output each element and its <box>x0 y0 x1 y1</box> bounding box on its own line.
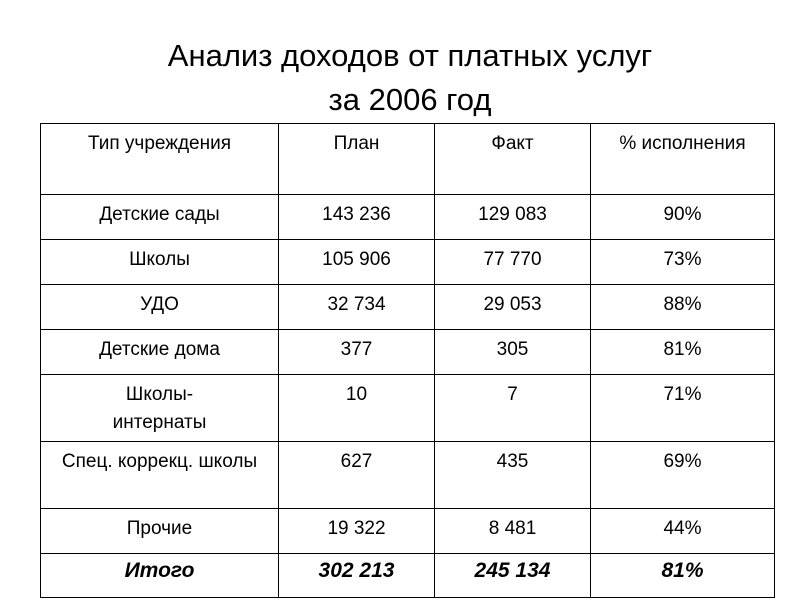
cell-plan: 32 734 <box>278 284 435 330</box>
cell-type: Школы-интернаты <box>40 374 279 442</box>
page-title: Анализ доходов от платных услуг за 2006 … <box>0 34 800 122</box>
total-plan: 302 213 <box>278 553 435 598</box>
total-fact: 245 134 <box>434 553 591 598</box>
cell-type: Детские сады <box>40 194 279 240</box>
title-line-2: за 2006 год <box>328 82 492 117</box>
cell-fact: 7 <box>434 374 591 442</box>
cell-fact: 305 <box>434 329 591 375</box>
title-line-1: Анализ доходов от платных услуг <box>167 38 653 73</box>
header-type: Тип учреждения <box>40 123 279 195</box>
cell-plan: 143 236 <box>278 194 435 240</box>
cell-pct: 73% <box>590 239 775 285</box>
cell-pct: 81% <box>590 329 775 375</box>
table-row: Детские дома 377 305 81% <box>40 329 775 375</box>
cell-pct: 69% <box>590 441 775 509</box>
cell-fact: 29 053 <box>434 284 591 330</box>
cell-type: Школы <box>40 239 279 285</box>
cell-pct: 90% <box>590 194 775 240</box>
cell-type: Детские дома <box>40 329 279 375</box>
header-fact: Факт <box>434 123 591 195</box>
table-row: УДО 32 734 29 053 88% <box>40 284 775 330</box>
cell-type: Прочие <box>40 508 279 554</box>
header-pct: % исполнения <box>590 123 775 195</box>
cell-plan: 10 <box>278 374 435 442</box>
cell-fact: 77 770 <box>434 239 591 285</box>
header-plan: План <box>278 123 435 195</box>
table-row: Спец. коррекц. школы 627 435 69% <box>40 441 775 509</box>
table-row: Школы 105 906 77 770 73% <box>40 239 775 285</box>
total-pct: 81% <box>590 553 775 598</box>
cell-fact: 129 083 <box>434 194 591 240</box>
cell-fact: 8 481 <box>434 508 591 554</box>
total-type: Итого <box>40 553 279 598</box>
cell-type: Спец. коррекц. школы <box>40 441 279 509</box>
table-row: Прочие 19 322 8 481 44% <box>40 508 775 554</box>
cell-pct: 44% <box>590 508 775 554</box>
table-total-row: Итого 302 213 245 134 81% <box>40 553 775 598</box>
cell-type: УДО <box>40 284 279 330</box>
table-row: Школы-интернаты 10 7 71% <box>40 374 775 442</box>
cell-pct: 71% <box>590 374 775 442</box>
cell-plan: 19 322 <box>278 508 435 554</box>
table-row: Детские сады 143 236 129 083 90% <box>40 194 775 240</box>
income-table: Тип учреждения План Факт % исполнения Де… <box>40 123 775 598</box>
cell-plan: 627 <box>278 441 435 509</box>
cell-pct: 88% <box>590 284 775 330</box>
cell-plan: 377 <box>278 329 435 375</box>
cell-plan: 105 906 <box>278 239 435 285</box>
table-header-row: Тип учреждения План Факт % исполнения <box>40 123 775 195</box>
cell-fact: 435 <box>434 441 591 509</box>
